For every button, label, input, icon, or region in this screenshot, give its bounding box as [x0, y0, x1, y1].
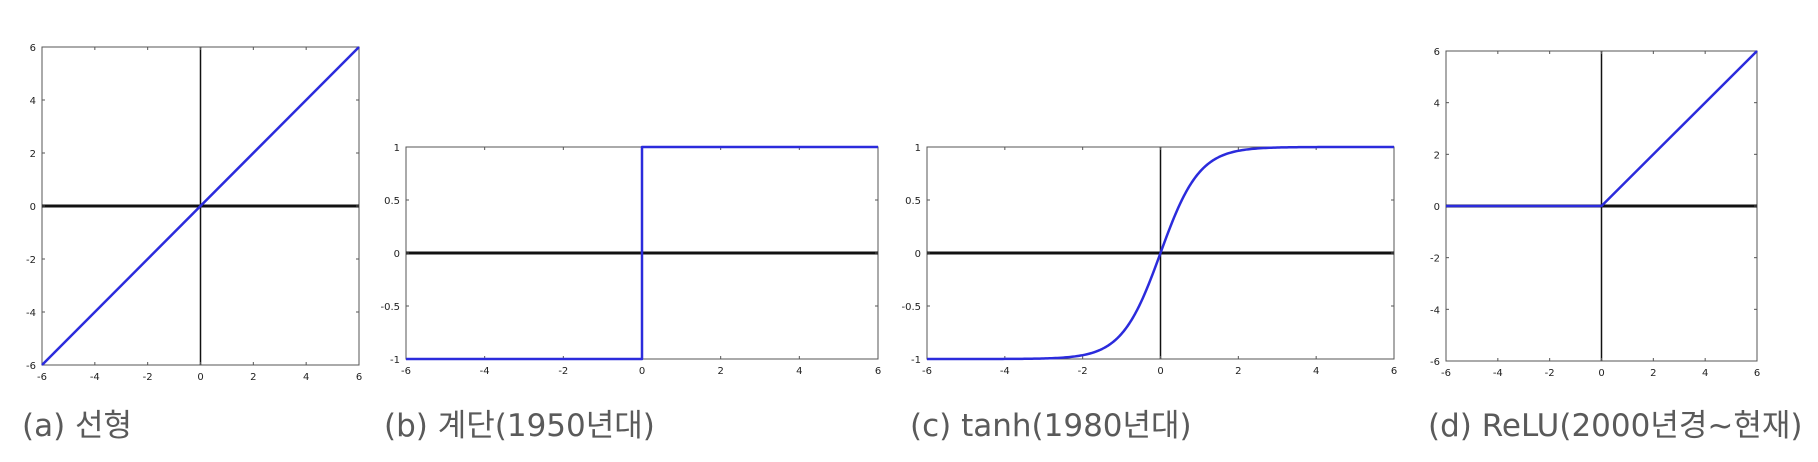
y-tick-label: 0 [394, 249, 400, 260]
caption-step: (b) 계단(1950년대) [384, 408, 655, 444]
x-tick-label: 0 [639, 366, 645, 377]
chart-linear: -6 -4 -2 0 2 4 6 -6 -4 -2 0 2 4 6 [26, 43, 362, 383]
linear-series-line [41, 46, 360, 366]
chart-tanh: -6 -4 -2 0 2 4 6 -1 -0.5 0 0.5 1 [901, 143, 1397, 377]
caption-tanh: (c) tanh(1980년대) [910, 408, 1192, 444]
y-tick-label: -4 [1430, 305, 1440, 316]
y-tick-label: 2 [30, 149, 36, 160]
x-tick-label: -4 [480, 366, 490, 377]
x-tick-label: 6 [1754, 368, 1760, 379]
x-tick-label: 0 [1157, 366, 1163, 377]
caption-linear: (a) 선형 [22, 408, 132, 444]
y-tick-label: 1 [394, 143, 400, 154]
y-tick-label: 6 [30, 43, 36, 54]
x-tick-label: -6 [37, 372, 47, 383]
x-tick-label: 0 [1598, 368, 1604, 379]
chart-step: -6 -4 -2 0 2 4 6 -1 -0.5 0 0.5 1 [380, 143, 881, 377]
x-tick-label: -2 [1078, 366, 1088, 377]
x-tick-label: 6 [1391, 366, 1397, 377]
x-tick-label: 4 [796, 366, 802, 377]
y-tick-label: 0 [1434, 202, 1440, 213]
x-tick-label: 4 [1313, 366, 1319, 377]
y-tick-label: 0.5 [905, 196, 921, 207]
x-tick-label: -6 [1441, 368, 1451, 379]
y-tick-label: -0.5 [901, 302, 921, 313]
x-tick-label: 2 [717, 366, 723, 377]
x-tick-label: -2 [1545, 368, 1555, 379]
y-tick-label: -4 [26, 308, 36, 319]
x-tick-label: -4 [1493, 368, 1503, 379]
y-tick-label: 0.5 [384, 196, 400, 207]
chart-relu: -6 -4 -2 0 2 4 6 -6 -4 -2 0 2 4 6 [1430, 47, 1760, 379]
y-tick-label: -1 [911, 355, 921, 366]
x-tick-label: 6 [356, 372, 362, 383]
x-tick-label: 2 [1650, 368, 1656, 379]
y-tick-label: 2 [1434, 150, 1440, 161]
y-tick-label: 4 [1434, 99, 1440, 110]
x-tick-label: -4 [1000, 366, 1010, 377]
y-tick-label: -0.5 [380, 302, 400, 313]
y-tick-label: -2 [1430, 254, 1440, 265]
y-tick-label: 4 [30, 96, 36, 107]
x-tick-label: -6 [922, 366, 932, 377]
y-tick-label: 0 [915, 249, 921, 260]
y-tick-label: 1 [915, 143, 921, 154]
y-tick-label: -1 [390, 355, 400, 366]
x-tick-label: 2 [1235, 366, 1241, 377]
caption-relu: (d) ReLU(2000년경~현재) [1428, 408, 1803, 444]
y-tick-label: 0 [30, 202, 36, 213]
x-tick-label: -2 [558, 366, 568, 377]
y-tick-label: -6 [26, 361, 36, 372]
y-tick-label: -6 [1430, 357, 1440, 368]
relu-series-line [1446, 50, 1758, 208]
x-tick-label: -4 [90, 372, 100, 383]
y-tick-label: 6 [1434, 47, 1440, 58]
step-series-line [406, 145, 878, 361]
x-tick-label: -2 [143, 372, 153, 383]
x-tick-label: 6 [875, 366, 881, 377]
x-tick-label: 0 [197, 372, 203, 383]
x-tick-label: 2 [250, 372, 256, 383]
x-tick-label: -6 [401, 366, 411, 377]
x-tick-label: 4 [1702, 368, 1708, 379]
tanh-series-line [927, 145, 1394, 361]
y-tick-label: -2 [26, 255, 36, 266]
x-tick-label: 4 [303, 372, 309, 383]
